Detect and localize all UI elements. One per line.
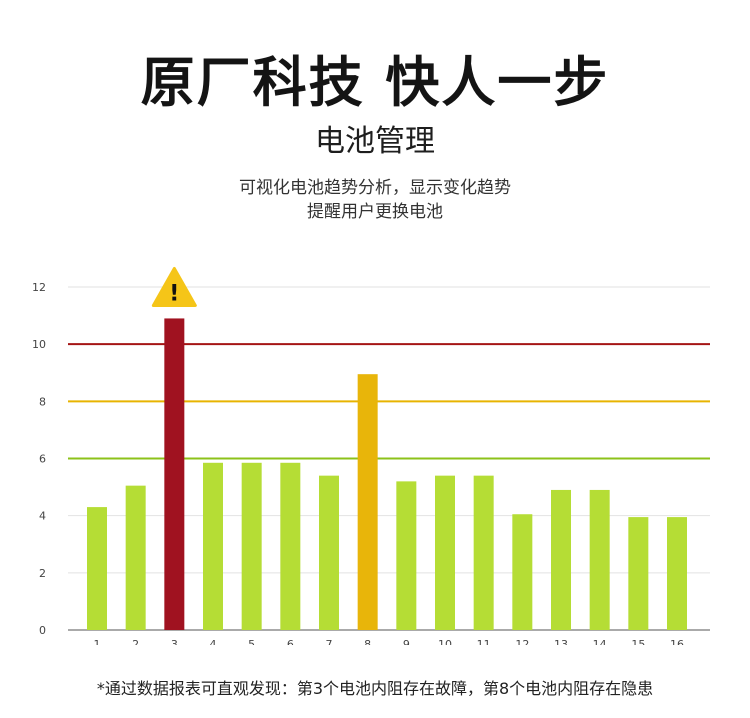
x-tick-label: 7 [326,638,333,645]
bar [241,462,262,630]
x-tick-label: 9 [403,638,410,645]
y-tick-label: 4 [39,510,46,523]
bar [203,462,223,630]
x-tick-label: 13 [554,638,568,645]
bar [551,489,571,630]
bar [164,318,185,630]
x-tick-label: 3 [171,638,178,645]
chart-footnote: *通过数据报表可直观发现：第3个电池内阻存在故障，第8个电池内阻存在隐患 [96,679,654,698]
x-tick-label: 5 [248,638,255,645]
y-tick-label: 6 [39,453,46,466]
x-tick-label: 16 [670,638,684,645]
x-tick-label: 6 [287,638,294,645]
x-tick-label: 15 [631,638,645,645]
y-tick-label: 0 [39,624,46,637]
bar [628,517,649,630]
x-tick-label: 1 [94,638,101,645]
x-tick-label: 4 [210,638,217,645]
x-tick-label: 12 [515,638,529,645]
bar [87,507,107,630]
page-subtitle: 电池管理 [315,124,435,159]
bar [589,489,610,630]
x-tick-label: 2 [132,638,139,645]
description-line-2: 提醒用户更换电池 [307,202,443,222]
bar [667,517,687,630]
bar [512,514,533,630]
bar [357,374,378,630]
warning-triangle-icon: ! [151,266,197,307]
bar [280,462,301,630]
bar [473,475,494,630]
description-line-1: 可视化电池趋势分析，显示变化趋势 [239,178,511,198]
bar [435,475,455,630]
x-tick-label: 8 [364,638,371,645]
bar [396,481,417,630]
svg-text:!: ! [169,281,179,306]
y-tick-label: 8 [39,395,46,408]
x-tick-label: 11 [477,638,491,645]
bar [319,475,339,630]
y-tick-label: 2 [39,567,46,580]
x-tick-label: 14 [593,638,607,645]
page-title: 原厂科技 快人一步 [140,51,610,114]
x-tick-label: 10 [438,638,452,645]
y-tick-label: 10 [32,338,46,351]
y-tick-label: 12 [32,281,46,294]
bar [125,485,146,630]
